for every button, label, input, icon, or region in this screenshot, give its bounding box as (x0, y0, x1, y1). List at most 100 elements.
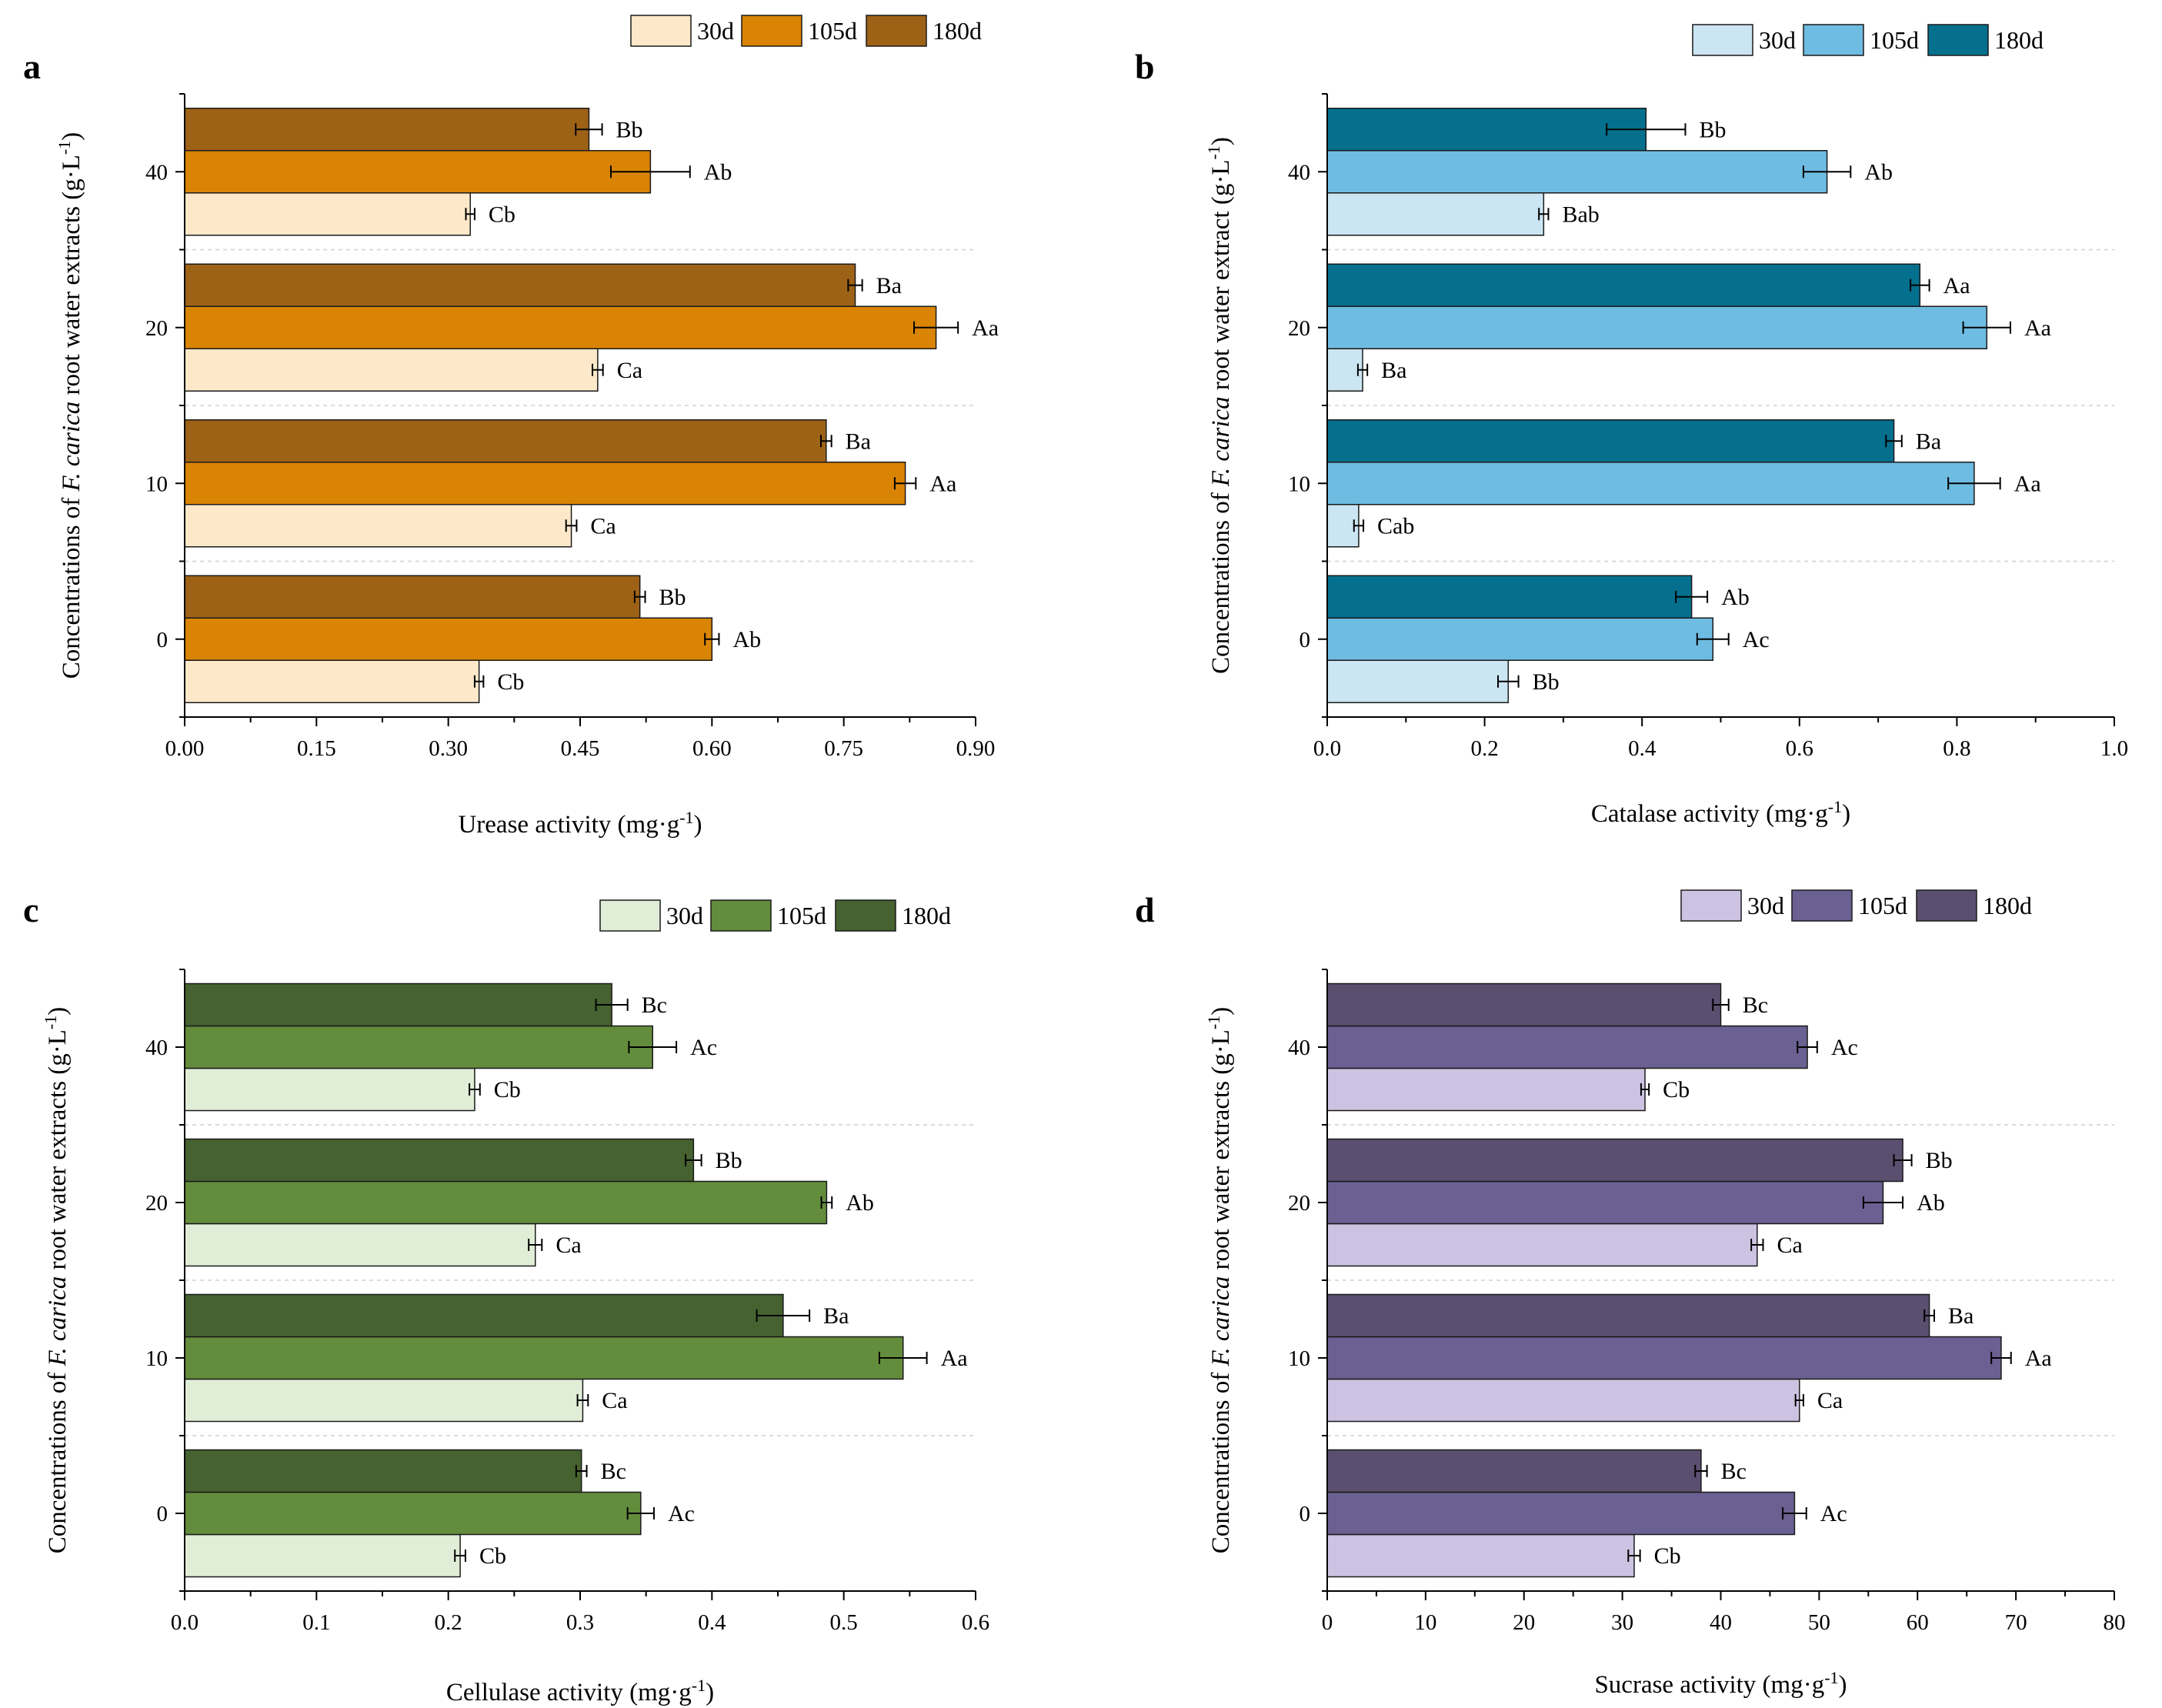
significance-label: Ca (617, 358, 642, 383)
x-axis-title-close: ) (706, 1679, 714, 1706)
bar-0-180d (1326, 1449, 1702, 1493)
legend-label: 30d (697, 17, 734, 45)
significance-label: Bc (1721, 1459, 1747, 1484)
error-bar (626, 1507, 655, 1520)
error-bar (633, 590, 646, 603)
bar-20-180d (1326, 1138, 1903, 1183)
error-bar (1356, 363, 1369, 376)
y-axis-title-close: ) (1207, 137, 1235, 145)
error-bar (1797, 1041, 1818, 1053)
error-bar (1496, 675, 1520, 688)
legend-swatch-180d (1927, 24, 1989, 56)
error-bar (1962, 321, 2011, 334)
x-tick-label: 0.2 (435, 1610, 462, 1635)
y-tick-label: 10 (1288, 1346, 1310, 1371)
y-tick-label: 40 (1288, 1036, 1310, 1060)
significance-label: Cb (1663, 1077, 1690, 1103)
error-bar (1675, 590, 1709, 603)
bar-40-180d (1326, 108, 1647, 152)
legend-label: 105d (1870, 26, 1919, 54)
significance-label: Ba (1916, 429, 1941, 454)
legend-label: 105d (1858, 892, 1907, 919)
error-bar (819, 435, 832, 448)
significance-label: Bb (616, 117, 643, 142)
significance-label: Cb (479, 1543, 506, 1569)
y-axis-title-close: ) (44, 1007, 72, 1016)
x-tick-label: 0.3 (566, 1610, 594, 1635)
error-bar (575, 123, 603, 136)
bar-20-30d (184, 1223, 536, 1267)
y-tick-label: 20 (1288, 1191, 1310, 1216)
significance-label: Ca (1817, 1388, 1843, 1413)
x-axis-title-close: ) (1839, 1671, 1847, 1699)
significance-label: Bb (659, 585, 686, 610)
legend-label: 180d (933, 17, 982, 45)
bar-0-180d (184, 1449, 582, 1493)
y-axis-title-close: ) (58, 132, 85, 141)
error-bar (1910, 279, 1930, 292)
legend-label: 30d (666, 902, 703, 929)
significance-label: Ca (590, 513, 616, 539)
bar-10-105d (1326, 1336, 2002, 1380)
y-tick-label: 20 (145, 316, 168, 341)
error-bar (628, 1041, 678, 1053)
legend-label: 180d (1994, 26, 2044, 54)
error-bar (1947, 477, 2001, 490)
y-axis-title: Concentrations of F. carica root water e… (55, 132, 86, 679)
x-axis-title-main: Catalase activity (mg·g (1591, 800, 1828, 828)
significance-label: Ba (1381, 358, 1406, 383)
y-tick-label: 0 (1300, 628, 1311, 652)
panel-letter: a (23, 47, 41, 86)
bar-0-105d (1326, 617, 1714, 661)
x-axis-title: Catalase activity (mg·g-1) (1591, 797, 1850, 829)
x-tick-label: 0.5 (830, 1610, 858, 1635)
x-tick-label: 0 (1322, 1610, 1333, 1635)
x-tick-label: 50 (1808, 1610, 1830, 1635)
x-tick-label: 0.75 (824, 736, 863, 761)
error-bar (469, 1083, 481, 1096)
legend-swatch-105d (710, 899, 772, 932)
significance-label: Aa (2014, 471, 2041, 496)
error-bar (1923, 1309, 1935, 1322)
bar-10-180d (184, 1293, 784, 1338)
y-axis-title-pre: Concentrations of (44, 1366, 72, 1553)
bar-10-105d (184, 1336, 904, 1380)
bar-20-105d (1326, 305, 1988, 349)
bar-10-105d (1326, 462, 1975, 505)
error-bar (591, 363, 604, 376)
x-tick-label: 0.15 (297, 736, 336, 761)
bar-20-180d (1326, 263, 1921, 307)
x-tick-label: 10 (1414, 1610, 1436, 1635)
error-bar (575, 1465, 588, 1477)
y-tick-label: 40 (145, 1036, 168, 1060)
error-bar (1694, 1465, 1708, 1477)
legend: 30d 105d 180d (1692, 24, 2044, 56)
x-axis-title-sup: -1 (692, 1676, 706, 1695)
significance-label: Ba (1948, 1303, 1973, 1329)
bar-40-105d (1326, 150, 1828, 194)
significance-label: Bb (1699, 117, 1726, 142)
legend-swatch-105d (741, 15, 802, 47)
legend-swatch-30d (1680, 889, 1742, 922)
legend-label: 30d (1759, 26, 1796, 54)
error-bar (473, 675, 485, 688)
y-axis-title-sup: -1 (55, 141, 74, 155)
bar-10-180d (1326, 1293, 1930, 1338)
y-tick-label: 0 (1300, 1502, 1311, 1526)
error-bar (454, 1550, 466, 1562)
legend-swatch-105d (1791, 889, 1853, 922)
significance-label: Ab (704, 159, 732, 185)
error-bar (1627, 1550, 1641, 1562)
x-axis-title: Sucrase activity (mg·g-1) (1594, 1668, 1847, 1700)
significance-label: Aa (1943, 273, 1970, 299)
bar-20-180d (184, 263, 856, 307)
bar-0-30d (1326, 1533, 1635, 1578)
significance-label: Cb (489, 202, 515, 227)
bar-0-105d (1326, 1491, 1796, 1536)
bar-20-30d (184, 348, 599, 392)
error-bar (704, 632, 720, 646)
bar-40-105d (1326, 1025, 1808, 1069)
significance-label: Bb (1926, 1148, 1953, 1173)
significance-label: Aa (972, 315, 999, 341)
